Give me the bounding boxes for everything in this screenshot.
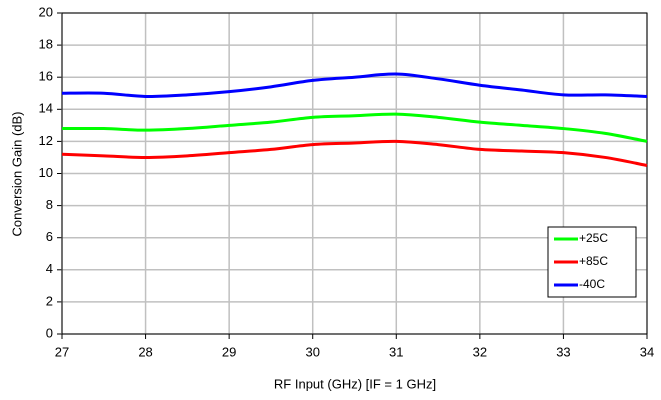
x-tick-label: 27 (55, 344, 69, 359)
series-line (61, 72, 648, 99)
y-tick-label: 12 (39, 133, 53, 148)
y-tick-label: 14 (39, 101, 53, 116)
y-tick-label: 2 (46, 293, 53, 308)
x-tick-label: 32 (473, 344, 487, 359)
y-tick-label: 8 (46, 197, 53, 212)
series-line (61, 112, 648, 143)
x-tick-label: 31 (389, 344, 403, 359)
y-tick-label: 20 (39, 4, 53, 19)
legend-label: +85C (579, 254, 608, 268)
y-tick-label: 16 (39, 69, 53, 84)
x-tick-label: 30 (305, 344, 319, 359)
y-axis-label: Conversion Gain (dB) (9, 112, 24, 237)
y-tick-label: 4 (46, 261, 53, 276)
x-tick-label: 29 (222, 344, 236, 359)
x-tick-label: 33 (556, 344, 570, 359)
x-tick-label: 28 (138, 344, 152, 359)
y-tick-label: 6 (46, 229, 53, 244)
series-line (61, 139, 648, 167)
y-tick-label: 18 (39, 37, 53, 52)
x-tick-label: 34 (640, 344, 654, 359)
legend-label: +25C (579, 231, 608, 245)
y-tick-label: 0 (46, 325, 53, 340)
plot-border (61, 12, 648, 335)
y-tick-label: 10 (39, 165, 53, 180)
x-axis-label: RF Input (GHz) [IF = 1 GHz] (274, 376, 436, 391)
legend-label: -40C (579, 277, 605, 291)
